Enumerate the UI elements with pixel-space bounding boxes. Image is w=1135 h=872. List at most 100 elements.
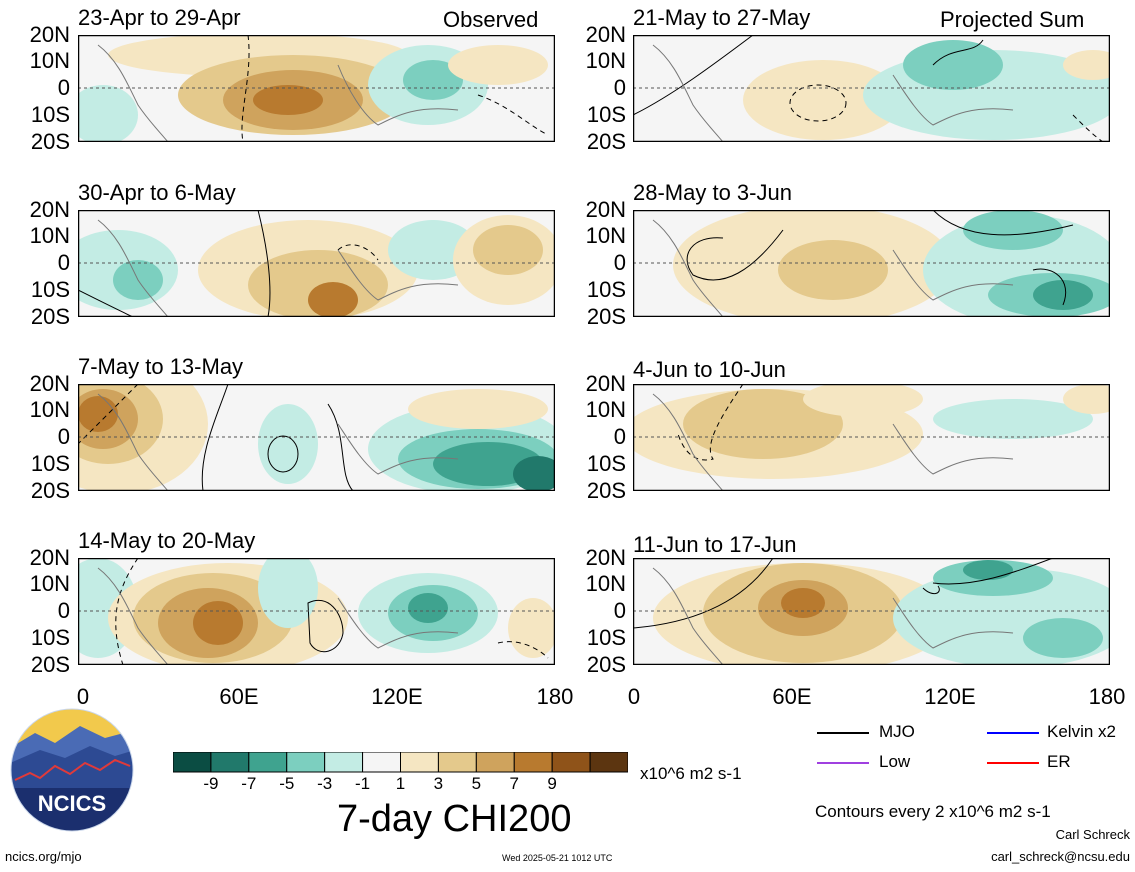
latitude-tick-label: 10S <box>30 625 70 650</box>
colorbar-swatch <box>362 751 401 773</box>
map-panel-3 <box>78 384 555 491</box>
colorbar-tick-label: 7 <box>509 774 519 793</box>
latitude-tick-label: 10S <box>586 625 626 650</box>
latitude-tick-label: 0 <box>613 598 626 623</box>
latitude-tick-label: 10N <box>585 571 626 596</box>
author-name: Carl Schreck <box>1055 827 1130 842</box>
colorbar-tick-label: 3 <box>433 774 444 793</box>
latitude-tick-label: 20S <box>30 129 70 154</box>
colorbar-swatch <box>210 751 250 773</box>
legend-line-er <box>987 762 1039 764</box>
latitude-tick-label: 20S <box>586 478 626 503</box>
x-tick-180-right: 180 <box>1088 684 1126 709</box>
latitude-tick-label: 20S <box>30 478 70 503</box>
panel-title: 11-Jun to 17-Jun <box>633 532 797 557</box>
x-tick-180-left: 180 <box>536 684 574 709</box>
panel-corner-label: Observed <box>443 7 539 32</box>
latitude-tick-label: 0 <box>57 250 70 275</box>
latitude-tick-label: 20N <box>29 22 70 47</box>
latitude-tick-label: 10N <box>29 48 70 73</box>
latitude-tick-label: 0 <box>613 250 626 275</box>
latitude-tick-label: 10S <box>30 102 70 127</box>
latitude-tick-label: 20N <box>585 371 626 396</box>
colorbar-tick-label: -9 <box>203 774 219 793</box>
latitude-tick-label: 20N <box>29 371 70 396</box>
colorbar-tick-label: 5 <box>471 774 482 793</box>
latitude-tick-label: 20S <box>586 304 626 329</box>
colorbar-tick-label: 1 <box>395 774 406 793</box>
latitude-tick-label: 20S <box>586 129 626 154</box>
latitude-tick-label: 0 <box>57 424 70 449</box>
legend-line-mjo <box>817 732 869 734</box>
colorbar-swatch <box>248 751 288 773</box>
colorbar-swatch <box>589 751 629 773</box>
latitude-tick-label: 0 <box>57 598 70 623</box>
latitude-tick-label: 10S <box>30 277 70 302</box>
colorbar-swatch <box>513 751 553 773</box>
figure-title: 7-day CHI200 <box>337 798 572 840</box>
colorbar-tick-label: 9 <box>547 774 557 793</box>
map-panel-2 <box>78 210 555 317</box>
latitude-tick-label: 20N <box>29 197 70 222</box>
panel-corner-label: Projected Sum <box>940 7 1085 32</box>
latitude-tick-label: 10N <box>585 397 626 422</box>
map-panel-8 <box>633 558 1110 665</box>
panel-title: 4-Jun to 10-Jun <box>633 357 786 382</box>
map-panel-6 <box>633 210 1110 317</box>
latitude-tick-label: 10N <box>585 223 626 248</box>
map-panel-1 <box>78 35 555 142</box>
x-tick-60e-right: 60E <box>772 684 812 709</box>
latitude-tick-label: 10N <box>29 571 70 596</box>
colorbar-tick-label: -3 <box>317 774 333 793</box>
panel-title: 14-May to 20-May <box>78 528 256 553</box>
colorbar-swatch <box>286 751 326 773</box>
panel-title: 23-Apr to 29-Apr <box>78 5 241 30</box>
panel-title: 21-May to 27-May <box>633 5 811 30</box>
colorbar-swatch <box>400 751 439 773</box>
latitude-tick-label: 20S <box>30 652 70 677</box>
legend-label-mjo: MJO <box>879 722 915 741</box>
colorbar-tick-label: -7 <box>241 774 257 793</box>
map-panel-5 <box>633 35 1110 142</box>
site-link[interactable]: ncics.org/mjo <box>5 849 82 864</box>
colorbar-units: x10^6 m2 s-1 <box>640 764 742 783</box>
timestamp: Wed 2025-05-21 1012 UTC <box>502 853 613 863</box>
latitude-tick-label: 20S <box>30 304 70 329</box>
colorbar-swatch <box>324 751 364 773</box>
colorbar-tick-label: -1 <box>355 774 371 793</box>
latitude-tick-label: 20N <box>585 22 626 47</box>
latitude-tick-label: 20S <box>586 652 626 677</box>
x-tick-60e-left: 60E <box>219 684 259 709</box>
latitude-tick-label: 10N <box>585 48 626 73</box>
colorbar-tick-label: -5 <box>279 774 295 793</box>
legend-label-kelvin: Kelvin x2 <box>1047 722 1116 741</box>
latitude-tick-label: 10S <box>30 451 70 476</box>
logo-text: NCICS <box>38 791 106 816</box>
map-panel-4 <box>78 558 555 665</box>
colorbar-swatch <box>437 751 477 773</box>
colorbar-swatch <box>551 751 591 773</box>
legend-line-low <box>817 762 869 764</box>
latitude-tick-label: 0 <box>613 75 626 100</box>
latitude-tick-label: 10S <box>586 277 626 302</box>
latitude-tick-label: 10N <box>29 223 70 248</box>
author-email[interactable]: carl_schreck@ncsu.edu <box>991 849 1130 864</box>
ncics-logo: NCICS <box>10 708 135 833</box>
latitude-tick-label: 10S <box>586 102 626 127</box>
x-tick-0-left: 0 <box>76 684 90 709</box>
legend-label-er: ER <box>1047 752 1071 771</box>
latitude-tick-label: 0 <box>613 424 626 449</box>
x-tick-120e-right: 120E <box>924 684 976 709</box>
latitude-tick-label: 0 <box>57 75 70 100</box>
colorbar-swatch <box>172 751 212 773</box>
latitude-tick-label: 20N <box>585 545 626 570</box>
panel-title: 30-Apr to 6-May <box>78 180 236 205</box>
x-tick-0-right: 0 <box>627 684 641 709</box>
latitude-tick-label: 10N <box>29 397 70 422</box>
colorbar <box>172 751 629 779</box>
panel-title: 28-May to 3-Jun <box>633 180 792 205</box>
latitude-tick-label: 20N <box>585 197 626 222</box>
panel-title: 7-May to 13-May <box>78 354 244 379</box>
legend-label-low: Low <box>879 752 911 771</box>
legend-line-kelvin <box>987 732 1039 734</box>
